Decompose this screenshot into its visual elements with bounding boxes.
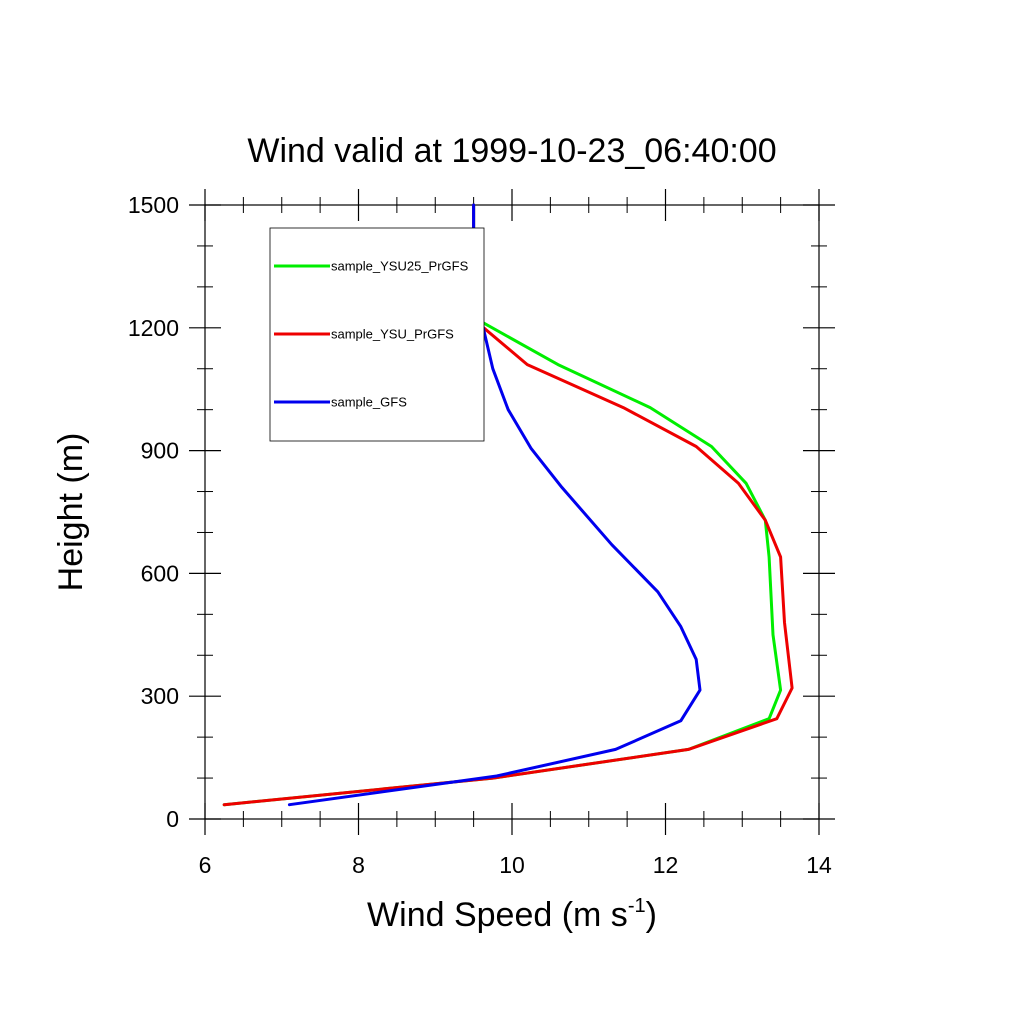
- y-tick-label: 1500: [128, 192, 179, 218]
- y-axis-label: Height (m): [52, 433, 90, 592]
- legend-label: sample_YSU_PrGFS: [331, 327, 454, 342]
- y-tick-label: 600: [141, 560, 179, 586]
- y-tick-label: 1200: [128, 315, 179, 341]
- x-axis-label-superscript: -1: [628, 895, 646, 917]
- x-tick-label: 14: [806, 852, 832, 878]
- legend-label: sample_GFS: [331, 395, 407, 410]
- chart-title: Wind valid at 1999-10-23_06:40:00: [247, 132, 776, 170]
- y-tick-labels: 0 300 600 900 1200 1500: [128, 192, 179, 832]
- x-tick-label: 12: [653, 852, 679, 878]
- x-axis-label: Wind Speed (m s-1): [367, 895, 657, 934]
- y-tick-label: 300: [141, 683, 179, 709]
- x-tick-label: 6: [199, 852, 212, 878]
- x-tick-label: 8: [352, 852, 365, 878]
- legend: sample_YSU25_PrGFS sample_YSU_PrGFSsample…: [269, 227, 485, 442]
- minor-ticks: [197, 197, 827, 827]
- x-tick-label: 10: [499, 852, 525, 878]
- legend-label: sample_YSU25_PrGFS: [331, 259, 469, 274]
- x-tick-labels: 6 8 10 12 14: [199, 852, 832, 878]
- y-tick-label: 0: [166, 806, 179, 832]
- y-tick-label: 900: [141, 438, 179, 464]
- major-ticks: [189, 189, 835, 835]
